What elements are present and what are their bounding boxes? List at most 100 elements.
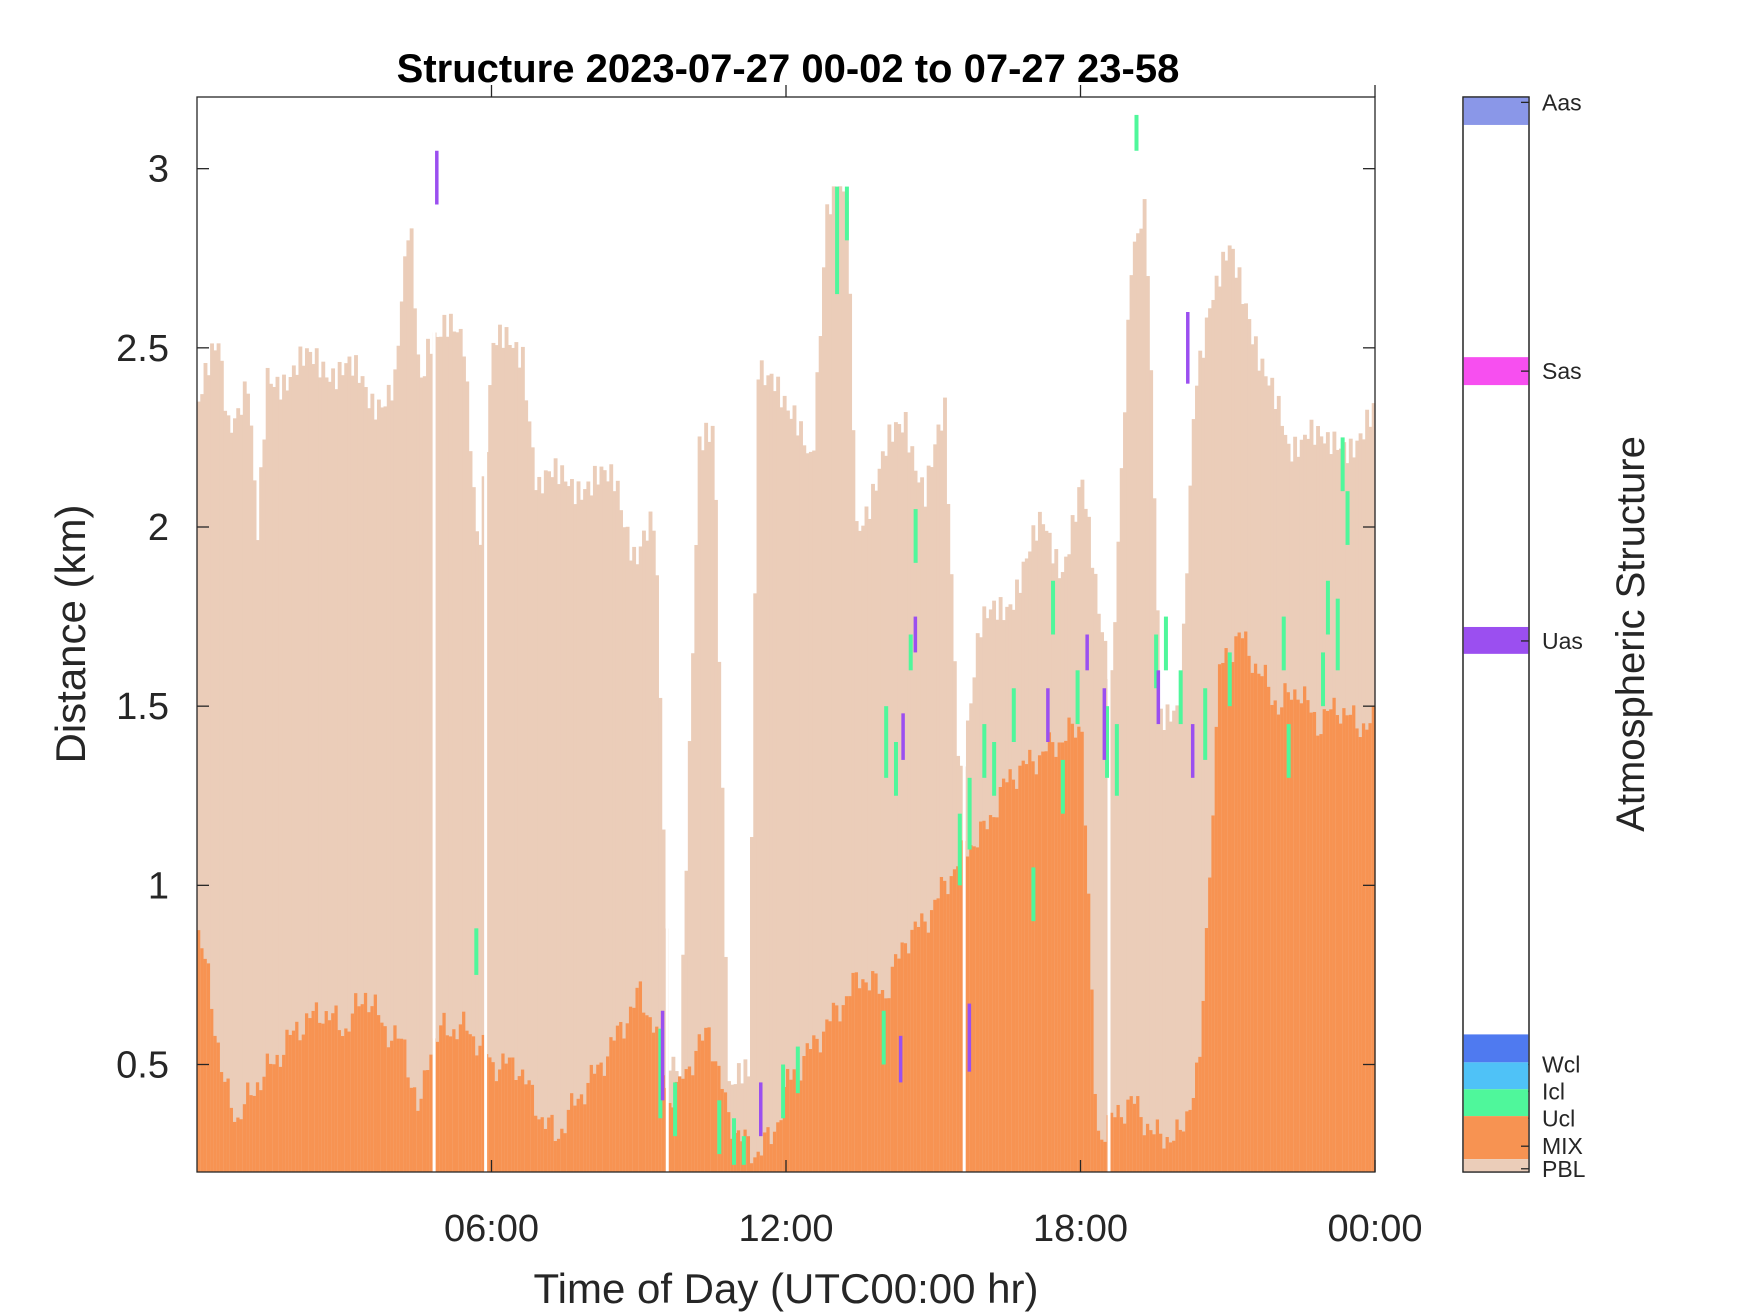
mix-column [226, 1078, 231, 1172]
mix-column [1224, 648, 1229, 1172]
pbl-column [1109, 670, 1114, 1172]
pbl-column [311, 364, 316, 1172]
ucl-segment [1105, 706, 1110, 778]
mix-column [1077, 726, 1082, 1172]
mix-column [1159, 1133, 1163, 1172]
mix-column [583, 1104, 587, 1172]
mix-column [488, 1057, 493, 1172]
pbl-column [223, 410, 228, 1172]
mix-column [239, 1119, 244, 1172]
mix-column [1181, 1131, 1186, 1172]
mix-column [357, 1006, 362, 1172]
mix-column [471, 1036, 476, 1172]
pbl-column [602, 470, 607, 1172]
colorbar-label-uas: Uas [1542, 628, 1583, 654]
mix-column [344, 1028, 349, 1172]
colorbar-swatch-mix [1463, 1116, 1529, 1160]
pbl-column [226, 415, 231, 1172]
mix-column [1214, 726, 1219, 1172]
pbl-column [655, 575, 659, 1172]
mix-column [818, 1052, 823, 1172]
ucl-segment [908, 634, 913, 671]
pbl-column [1188, 485, 1193, 1172]
mix-column [337, 1030, 342, 1172]
mix-column [700, 1040, 705, 1172]
pbl-column [390, 400, 394, 1173]
uas-segment [435, 150, 439, 205]
mix-column [645, 1015, 650, 1172]
pbl-column [756, 379, 761, 1172]
mix-column [831, 1002, 836, 1172]
ucl-segment [1163, 616, 1168, 671]
mix-column [491, 1062, 496, 1172]
ucl-segment [741, 1136, 746, 1165]
ucl-segment [835, 186, 840, 295]
mix-column [1348, 714, 1353, 1172]
pbl-column [943, 397, 947, 1172]
mix-column [530, 1084, 535, 1172]
mix-column [694, 1050, 699, 1172]
pbl-column [799, 421, 803, 1172]
mix-column [1100, 1139, 1105, 1172]
uas-segment [759, 1082, 763, 1137]
mix-column [1191, 1097, 1196, 1172]
pbl-column [825, 204, 830, 1172]
mix-column [1119, 1117, 1124, 1172]
pbl-column [200, 394, 205, 1172]
pbl-column [900, 432, 905, 1172]
x-tick-label: 12:00 [738, 1208, 833, 1250]
pbl-column [308, 351, 313, 1172]
mix-column [671, 1107, 676, 1172]
pbl-column [206, 375, 211, 1173]
mix-column [929, 910, 934, 1172]
pbl-column [242, 381, 247, 1172]
pbl-column [334, 389, 339, 1173]
pbl-column [216, 343, 221, 1172]
colorbar-swatch-uas [1463, 626, 1529, 654]
ucl-segment [1321, 652, 1326, 707]
pbl-column [376, 399, 381, 1172]
mix-column [612, 1040, 617, 1172]
mix-column [1185, 1111, 1190, 1172]
pbl-column [1100, 632, 1105, 1172]
data-gap [1107, 97, 1111, 1172]
mix-column [802, 1056, 807, 1172]
pbl-column [1159, 708, 1163, 1172]
pbl-column [795, 435, 800, 1172]
mix-column [592, 1073, 597, 1172]
mix-column [514, 1080, 519, 1172]
mix-column [288, 1034, 293, 1172]
pbl-column [1123, 412, 1127, 1172]
pbl-column [890, 441, 895, 1173]
pbl-column [916, 482, 921, 1172]
mix-column [1037, 755, 1042, 1172]
pbl-column [272, 386, 277, 1172]
pbl-column [468, 451, 473, 1173]
pbl-column [684, 870, 689, 1172]
mix-column [861, 979, 866, 1172]
chart-title: Structure 2023-07-27 00-02 to 07-27 23-5… [397, 47, 1180, 91]
mix-column [723, 1092, 728, 1172]
pbl-column [1103, 640, 1108, 1172]
mix-column [285, 1029, 290, 1172]
mix-column [354, 993, 358, 1172]
mix-column [1152, 1134, 1157, 1172]
mix-column [1096, 1130, 1101, 1172]
pbl-column [661, 829, 666, 1172]
mix-column [1126, 1099, 1131, 1172]
mix-column [566, 1109, 571, 1172]
pbl-column [504, 327, 509, 1172]
mix-column [298, 1040, 303, 1172]
pbl-column [367, 408, 372, 1172]
pbl-column [707, 441, 712, 1172]
mix-column [232, 1121, 237, 1172]
mix-column [939, 876, 944, 1172]
mix-column [651, 1032, 656, 1172]
pbl-column [828, 214, 833, 1172]
pbl-column [638, 546, 643, 1172]
pbl-column [380, 407, 385, 1172]
mix-column [1237, 632, 1242, 1172]
pbl-column [907, 452, 911, 1173]
pbl-column [844, 201, 849, 1172]
